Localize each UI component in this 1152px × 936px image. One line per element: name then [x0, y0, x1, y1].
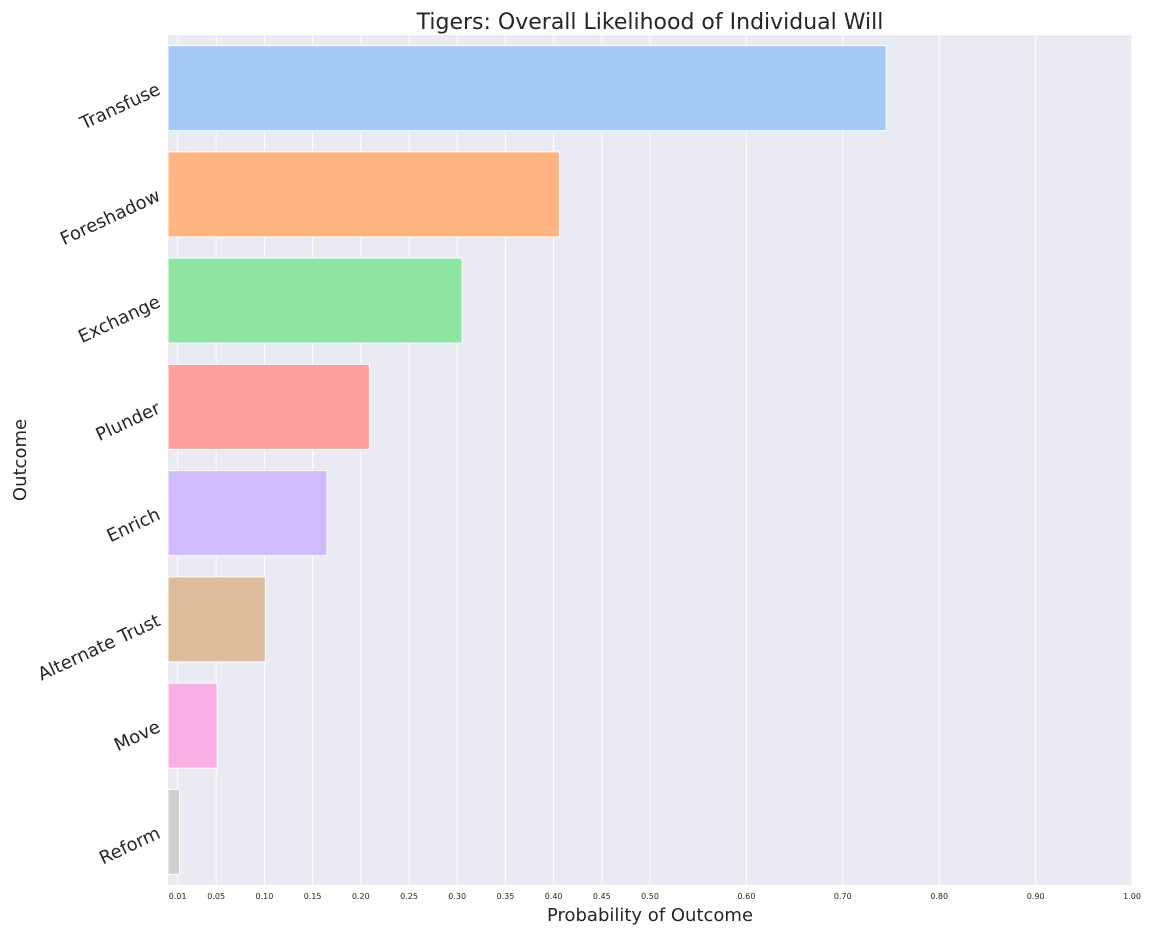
- x-tick-label: 0.25: [400, 892, 418, 901]
- bar-alternate-trust: [167, 576, 266, 663]
- bar-exchange: [167, 257, 463, 344]
- category-labels: Transfuse Foreshadow Exchange Plunder Enrich…: [35, 79, 164, 869]
- bar-foreshadow: [167, 151, 560, 238]
- x-tick-label: 0.70: [834, 892, 852, 901]
- x-tick-label: 0.30: [448, 892, 466, 901]
- category-label: Transfuse: [76, 79, 164, 135]
- x-tick-label: 0.45: [593, 892, 611, 901]
- x-tick-label: 0.01: [169, 892, 187, 901]
- x-tick-label: 0.20: [352, 892, 370, 901]
- chart-title: Tigers: Overall Likelihood of Individual…: [416, 10, 884, 35]
- x-axis-label: Probability of Outcome: [547, 905, 753, 926]
- bar-move: [167, 682, 218, 769]
- x-tick-label: 0.80: [930, 892, 948, 901]
- category-label: Reform: [96, 823, 164, 869]
- x-tick-label: 0.50: [641, 892, 659, 901]
- x-tick-label: 0.10: [255, 892, 273, 901]
- bars: [167, 45, 887, 875]
- category-label: Enrich: [104, 504, 164, 547]
- category-label: Plunder: [93, 398, 165, 446]
- category-label: Move: [111, 717, 164, 756]
- category-label: Foreshadow: [57, 185, 164, 250]
- x-tick-label: 0.35: [496, 892, 514, 901]
- x-tick-labels: 0.01 0.05 0.10 0.15 0.20 0.25 0.30 0.35 0.40 0.45…: [169, 892, 1141, 901]
- bar-enrich: [167, 470, 328, 557]
- bar-transfuse: [167, 45, 887, 132]
- y-axis-label: Outcome: [10, 419, 31, 501]
- x-tick-label: 0.90: [1027, 892, 1045, 901]
- x-tick-label: 0.40: [545, 892, 563, 901]
- x-tick-label: 0.15: [304, 892, 322, 901]
- bar-plunder: [167, 363, 370, 450]
- bar-reform: [167, 788, 181, 875]
- x-tick-label: 1.00: [1123, 892, 1141, 901]
- category-label: Exchange: [75, 292, 164, 348]
- category-label: Alternate Trust: [35, 610, 164, 685]
- x-tick-label: 0.60: [737, 892, 755, 901]
- x-tick-label: 0.05: [207, 892, 225, 901]
